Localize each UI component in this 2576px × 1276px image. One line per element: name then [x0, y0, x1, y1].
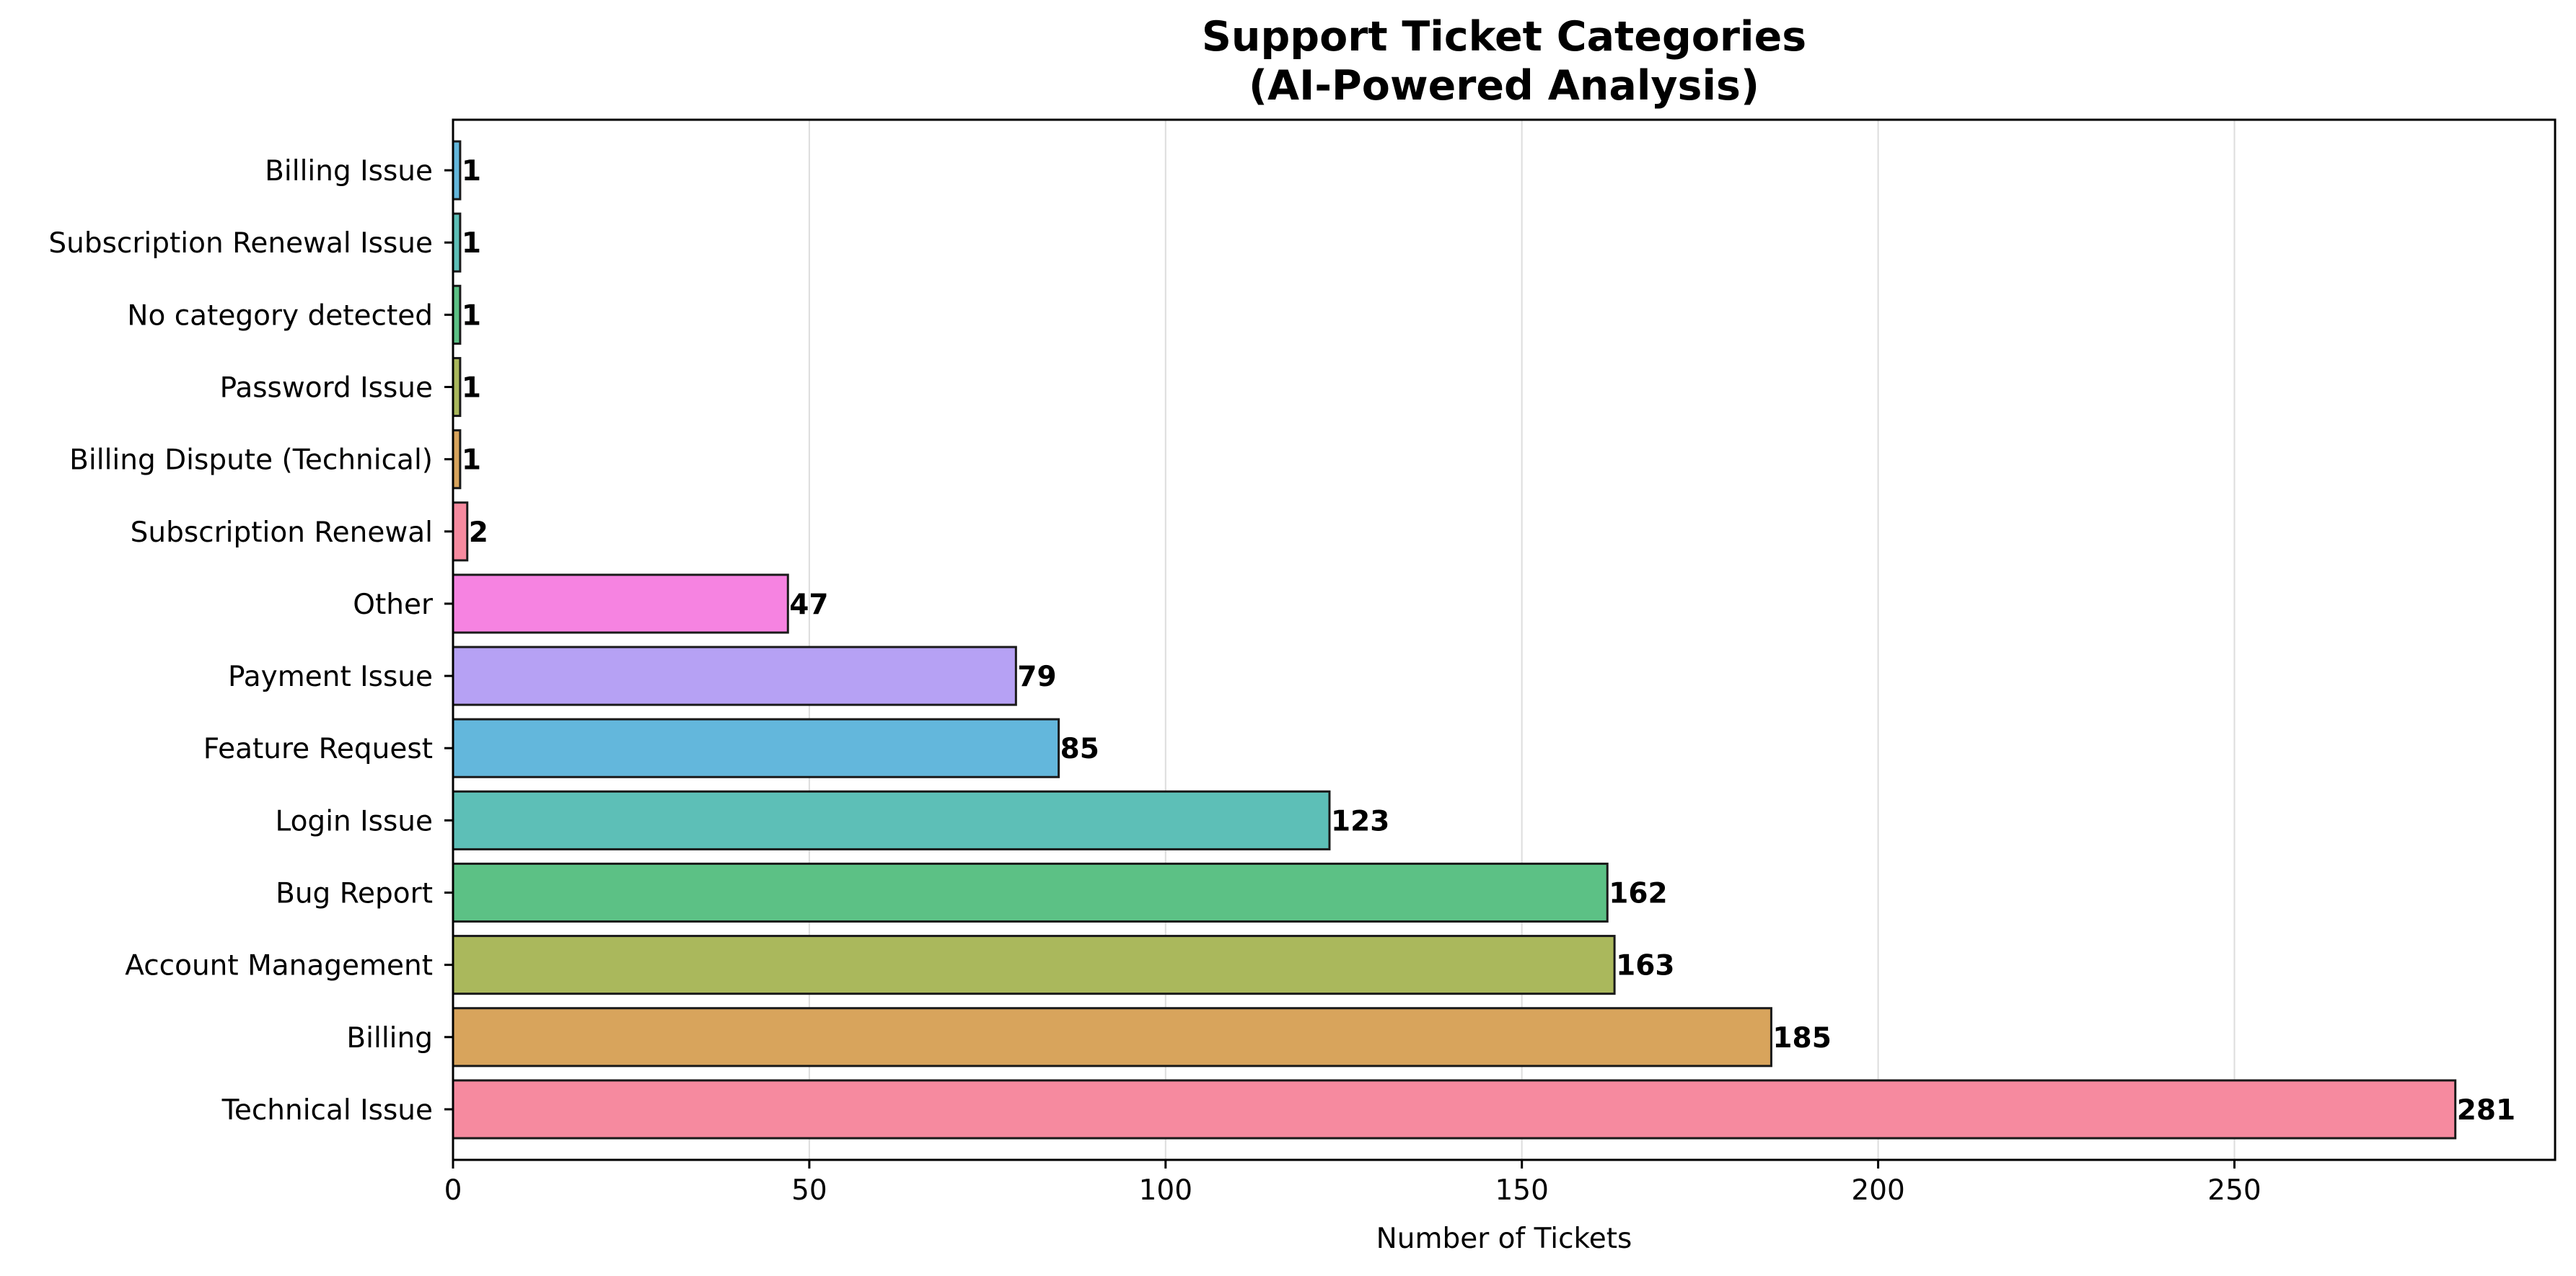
y-tick-label: Technical Issue	[221, 1094, 433, 1127]
x-tick-label: 200	[1851, 1174, 1904, 1207]
bar	[452, 935, 1616, 995]
bar-value-label: 1	[462, 227, 481, 260]
bar-value-label: 1	[462, 299, 481, 332]
x-axis-ticks: 0 50 100 150 200 250	[444, 1160, 2261, 1207]
y-tick-label: Password Issue	[220, 372, 433, 405]
y-tick-label: Bug Report	[276, 877, 433, 910]
bar-value-label: 1	[462, 155, 481, 188]
y-tick-label: Other	[353, 589, 434, 621]
bar	[452, 790, 1331, 850]
chart-title: Support Ticket Categories (AI-Powered An…	[1202, 13, 1806, 110]
bar-value-label: 281	[2457, 1094, 2515, 1127]
bar-value-label: 163	[1616, 950, 1674, 982]
bar	[452, 862, 1609, 923]
y-tick-label: Billing	[346, 1022, 433, 1055]
bar	[452, 646, 1017, 706]
y-tick-label: Billing Issue	[265, 155, 433, 188]
grid-lines	[808, 120, 2236, 1160]
bar-value-label: 162	[1609, 877, 1667, 910]
bar	[452, 1007, 1772, 1068]
y-tick-label: Billing Dispute (Technical)	[69, 444, 433, 477]
chart-title-line-1: Support Ticket Categories	[1202, 13, 1806, 61]
plot-frame	[452, 118, 2557, 1161]
x-tick-label: 100	[1139, 1174, 1192, 1207]
bar	[452, 718, 1060, 778]
bar-value-label: 2	[469, 516, 488, 549]
chart-title-line-2: (AI-Powered Analysis)	[1249, 62, 1759, 110]
y-axis-ticks: Technical Issue Billing Account Management…	[48, 155, 453, 1127]
bar-value-label: 47	[789, 589, 828, 621]
bar-value-label: 79	[1017, 661, 1056, 693]
value-labels: 281 185 163 162 123 85 79 47 2 1 1 1 1 1	[462, 155, 2515, 1127]
y-tick-label: Login Issue	[276, 805, 433, 837]
x-axis-label: Number of Tickets	[1376, 1223, 1632, 1255]
y-tick-label: Subscription Renewal Issue	[48, 227, 433, 260]
bar-value-label: 1	[462, 372, 481, 405]
x-tick-label: 150	[1495, 1174, 1548, 1207]
x-tick-label: 50	[791, 1174, 827, 1207]
bar	[452, 501, 469, 562]
bar	[452, 573, 789, 634]
bar-value-label: 1	[462, 444, 481, 477]
bar	[452, 1079, 2457, 1140]
bar-value-label: 185	[1772, 1022, 1831, 1055]
y-tick-label: Feature Request	[203, 733, 433, 765]
x-tick-label: 250	[2207, 1174, 2261, 1207]
y-tick-label: Payment Issue	[228, 661, 433, 693]
y-tick-label: Account Management	[125, 950, 433, 982]
y-tick-label: Subscription Renewal	[131, 516, 433, 549]
bar-value-label: 85	[1060, 733, 1099, 765]
bar-value-label: 123	[1331, 805, 1389, 837]
y-tick-label: No category detected	[127, 299, 433, 332]
bars	[452, 140, 2457, 1140]
x-tick-label: 0	[444, 1174, 462, 1207]
